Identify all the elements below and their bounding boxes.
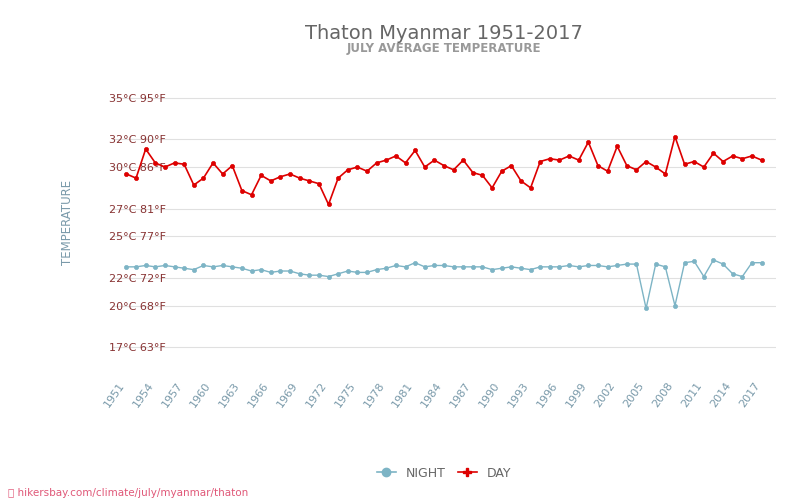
Title: Thaton Myanmar 1951-2017: Thaton Myanmar 1951-2017	[305, 24, 583, 44]
Legend: NIGHT, DAY: NIGHT, DAY	[372, 462, 516, 484]
Text: 📍 hikersbay.com/climate/july/myanmar/thaton: 📍 hikersbay.com/climate/july/myanmar/tha…	[8, 488, 248, 498]
Y-axis label: TEMPERATURE: TEMPERATURE	[61, 180, 74, 265]
Text: JULY AVERAGE TEMPERATURE: JULY AVERAGE TEMPERATURE	[346, 42, 542, 54]
